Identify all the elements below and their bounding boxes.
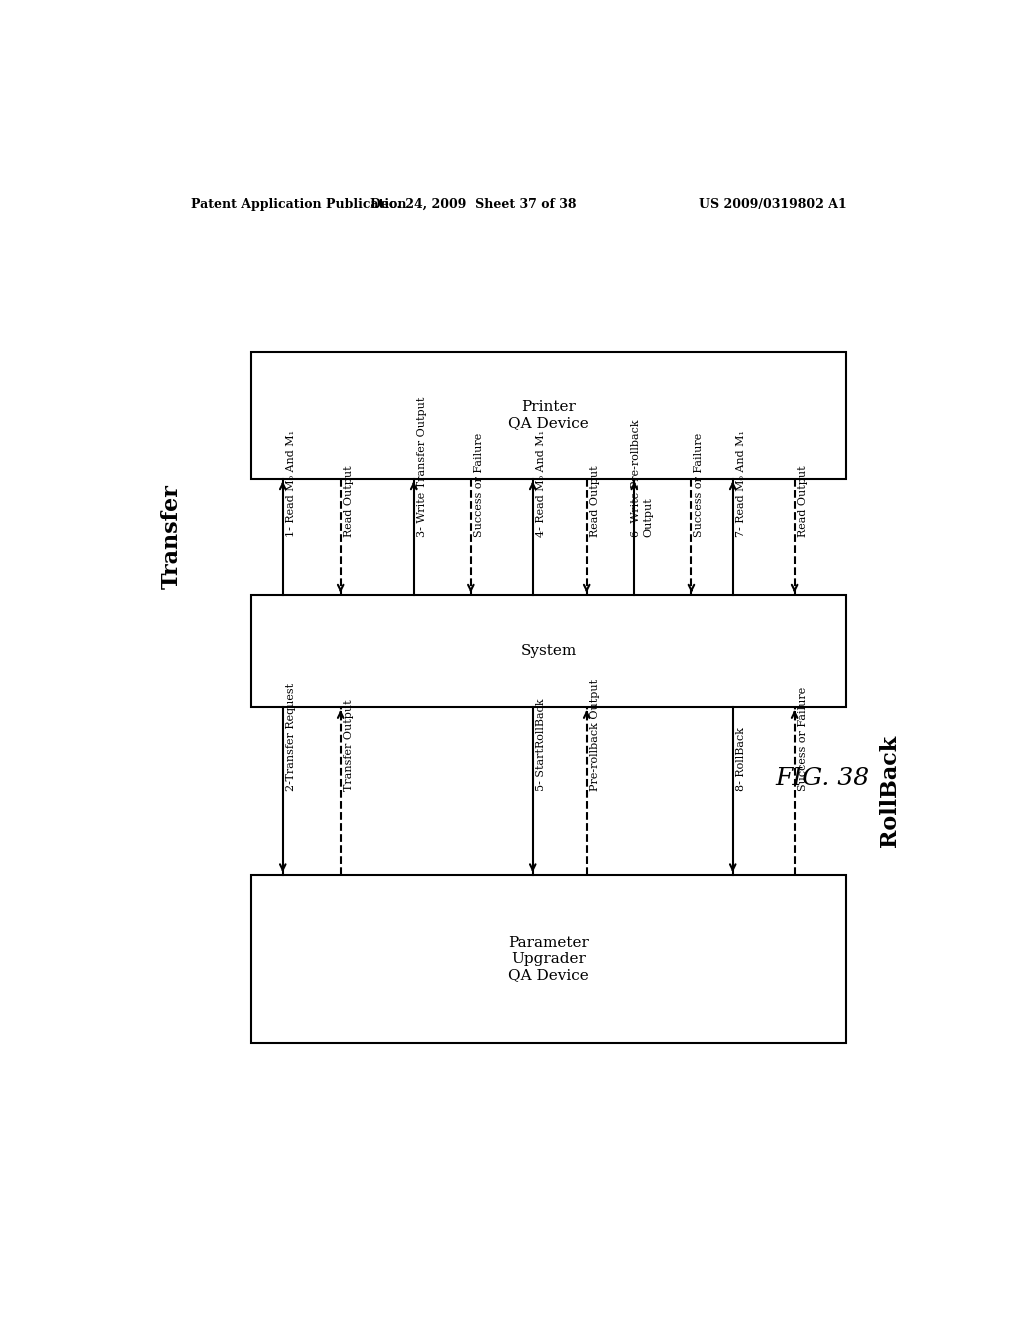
Text: 4- Read M₀ And M₁: 4- Read M₀ And M₁ <box>536 430 546 537</box>
Bar <box>251 875 846 1043</box>
Text: Transfer Output: Transfer Output <box>344 700 353 791</box>
Text: 3- Write Transfer Output: 3- Write Transfer Output <box>417 396 427 537</box>
Text: 8- RollBack: 8- RollBack <box>735 727 745 791</box>
Text: Read Output: Read Output <box>344 466 353 537</box>
Text: 5- StartRollBack: 5- StartRollBack <box>536 698 546 791</box>
Text: Printer
QA Device: Printer QA Device <box>508 400 589 430</box>
Bar <box>251 595 846 708</box>
Text: Success or Failure: Success or Failure <box>694 433 705 537</box>
Text: Patent Application Publication: Patent Application Publication <box>191 198 407 211</box>
Text: 7- Read M₀ And M₁: 7- Read M₀ And M₁ <box>735 430 745 537</box>
Text: FIG. 38: FIG. 38 <box>775 767 869 789</box>
Text: RollBack: RollBack <box>879 735 901 847</box>
Text: Dec. 24, 2009  Sheet 37 of 38: Dec. 24, 2009 Sheet 37 of 38 <box>370 198 577 211</box>
Text: Success or Failure: Success or Failure <box>474 433 483 537</box>
Text: 2-Transfer Request: 2-Transfer Request <box>286 682 296 791</box>
Text: Pre-rollback Output: Pre-rollback Output <box>590 678 600 791</box>
Text: Read Output: Read Output <box>590 466 600 537</box>
Bar <box>251 351 846 479</box>
Text: US 2009/0319802 A1: US 2009/0319802 A1 <box>699 198 847 211</box>
Text: Read Output: Read Output <box>798 466 808 537</box>
Text: Success or Failure: Success or Failure <box>798 686 808 791</box>
Text: 1- Read M₀ And M₁: 1- Read M₀ And M₁ <box>286 430 296 537</box>
Text: Transfer: Transfer <box>161 484 182 590</box>
Text: System: System <box>520 644 577 659</box>
Text: Parameter
Upgrader
QA Device: Parameter Upgrader QA Device <box>508 936 589 982</box>
Text: 6- Write Pre-rollback
Output: 6- Write Pre-rollback Output <box>632 420 653 537</box>
